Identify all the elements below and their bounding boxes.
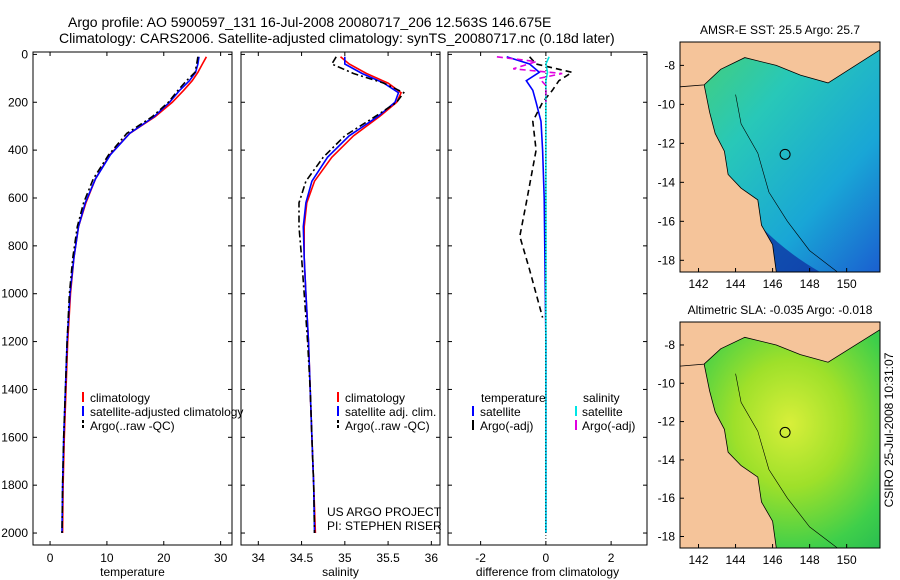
temperature-series-argo-raw-qc- [61, 56, 199, 534]
depth-tick-label: 0 [21, 47, 28, 61]
salinity-xtick-label: 35 [338, 551, 352, 565]
salinity-xlabel: salinity [322, 565, 359, 579]
sst-map-ytick-label: -8 [664, 58, 675, 72]
depth-tick-label: 1200 [1, 335, 28, 349]
sst-map-axes-box [679, 41, 881, 273]
legend-heading-salinity: salinity [583, 391, 620, 405]
sst-map-xtick-label: 150 [837, 277, 857, 291]
temperature-xtick-label: 20 [157, 551, 171, 565]
difference-series-temperature-satellite [506, 56, 547, 533]
difference-xtick-label: 0 [543, 551, 550, 565]
depth-tick-label: 2000 [1, 526, 28, 540]
sst-map-ytick-label: -16 [658, 214, 676, 228]
sla-map-contour [735, 373, 838, 548]
temperature-panel: 0 10 20 30 0 200 400 600 800 1000 1200 1400 1600 1800… [1, 47, 243, 579]
sst-map-field [680, 42, 880, 272]
sst-map-contour [735, 94, 838, 272]
temperature-series-satellite-adjusted-climatology [61, 56, 200, 534]
depth-tick-label: 1400 [1, 382, 28, 396]
project-annotation: US ARGO PROJECT [327, 505, 442, 519]
legend-label: Argo(-adj) [582, 419, 635, 433]
sla-map-png-land [680, 322, 880, 367]
difference-axes-box [447, 51, 648, 546]
sla-map-ytick-label: -10 [658, 376, 676, 390]
legend-heading-temperature: temperature [481, 391, 546, 405]
sla-map-xtick-label: 144 [726, 553, 746, 567]
difference-series-group [496, 56, 575, 533]
sst-map-png-land [680, 42, 880, 88]
figure-title-line2: Climatology: CARS2006. Satellite-adjuste… [59, 30, 615, 46]
pi-annotation: PI: STEPHEN RISER [327, 519, 442, 533]
depth-tick-label: 1600 [1, 430, 28, 444]
difference-xtick-label: 2 [608, 551, 615, 565]
sla-map-ytick-label: -12 [658, 415, 676, 429]
salinity-xtick-label: 34.5 [290, 551, 314, 565]
depth-tick-label: 600 [8, 191, 28, 205]
difference-xlabel: difference from climatology [476, 565, 619, 579]
temperature-xlabel: temperature [100, 565, 165, 579]
figure-title-line1: Argo profile: AO 5900597_131 16-Jul-2008… [68, 14, 551, 30]
salinity-series-climatology [303, 56, 403, 534]
sla-map-xtick-label: 148 [800, 553, 820, 567]
depth-tick-label: 200 [8, 95, 28, 109]
legend-label: Argo(..raw -QC) [345, 419, 430, 433]
sla-map-panel: Altimetric SLA: -0.035 Argo: -0.018 142 14… [658, 303, 881, 567]
salinity-panel: 34 34.5 35 35.5 36 salinity climatologysatelli… [240, 51, 442, 579]
depth-tick-label: 400 [8, 143, 28, 157]
legend-label: satellite [582, 405, 623, 419]
sst-map-xtick-label: 146 [763, 277, 783, 291]
legend-label: climatology [345, 391, 405, 405]
temperature-xtick-label: 10 [100, 551, 114, 565]
legend-label: satellite adj. clim. [345, 405, 436, 419]
sla-map-xtick-label: 150 [837, 553, 857, 567]
sla-map-ytick-label: -16 [658, 491, 676, 505]
depth-tick-label: 800 [8, 239, 28, 253]
temperature-series-climatology [61, 56, 208, 534]
difference-series-temperature-argo-adj- [518, 56, 575, 318]
salinity-series-argo-raw-qc- [298, 56, 405, 534]
legend-label: Argo(-adj) [480, 419, 533, 433]
temperature-series-group [61, 56, 208, 534]
sst-map-xtick-label: 144 [726, 277, 746, 291]
sla-map-ytick-label: -14 [658, 453, 676, 467]
sst-map-ytick-label: -10 [658, 97, 676, 111]
sla-map-float-marker [779, 426, 791, 438]
sla-map-xtick-label: 142 [689, 553, 709, 567]
temperature-xtick-label: 30 [214, 551, 228, 565]
depth-tick-label: 1800 [1, 478, 28, 492]
sst-map-float-marker [779, 148, 791, 160]
salinity-xtick-label: 36 [425, 551, 439, 565]
depth-tick-label: 1000 [1, 287, 28, 301]
sla-map-title: Altimetric SLA: -0.035 Argo: -0.018 [688, 303, 873, 317]
sla-map-field [680, 322, 880, 548]
salinity-series-group [298, 56, 405, 534]
legend-label: Argo(..raw -QC) [90, 419, 175, 433]
legend-label: climatology [90, 391, 150, 405]
difference-series-salinity-satellite [545, 56, 550, 533]
sst-map-title: AMSR-E SST: 25.5 Argo: 25.7 [700, 23, 860, 37]
salinity-xtick-label: 34 [252, 551, 266, 565]
sst-map-xtick-label: 142 [689, 277, 709, 291]
sst-map-panel: AMSR-E SST: 25.5 Argo: 25.7 142 144 146 148 1… [658, 23, 881, 291]
legend-label: satellite-adjusted climatology [90, 405, 243, 419]
legend-label: satellite [480, 405, 521, 419]
sst-map-ytick-label: -18 [658, 253, 676, 267]
sla-map-axes-box [679, 321, 881, 549]
salinity-series-satellite-adj-clim- [302, 56, 400, 534]
sst-map-ytick-label: -14 [658, 175, 676, 189]
sst-map-ytick-label: -12 [658, 136, 676, 150]
sla-map-xtick-label: 146 [763, 553, 783, 567]
difference-xtick-label: -2 [475, 551, 486, 565]
footer-stamp: CSIRO 25-Jul-2008 10:31:07 [882, 352, 896, 507]
salinity-xtick-label: 35.5 [376, 551, 400, 565]
sst-map-xtick-label: 148 [800, 277, 820, 291]
temperature-axes-box [32, 51, 233, 546]
temperature-xtick-label: 0 [47, 551, 54, 565]
sla-map-ytick-label: -18 [658, 530, 676, 544]
sla-map-ytick-label: -8 [664, 338, 675, 352]
salinity-axes-box [240, 51, 441, 546]
